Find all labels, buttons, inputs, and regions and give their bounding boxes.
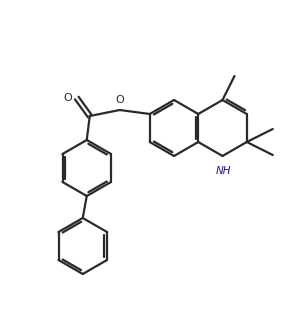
Text: O: O	[63, 93, 72, 103]
Text: O: O	[115, 95, 124, 105]
Text: NH: NH	[216, 166, 231, 176]
